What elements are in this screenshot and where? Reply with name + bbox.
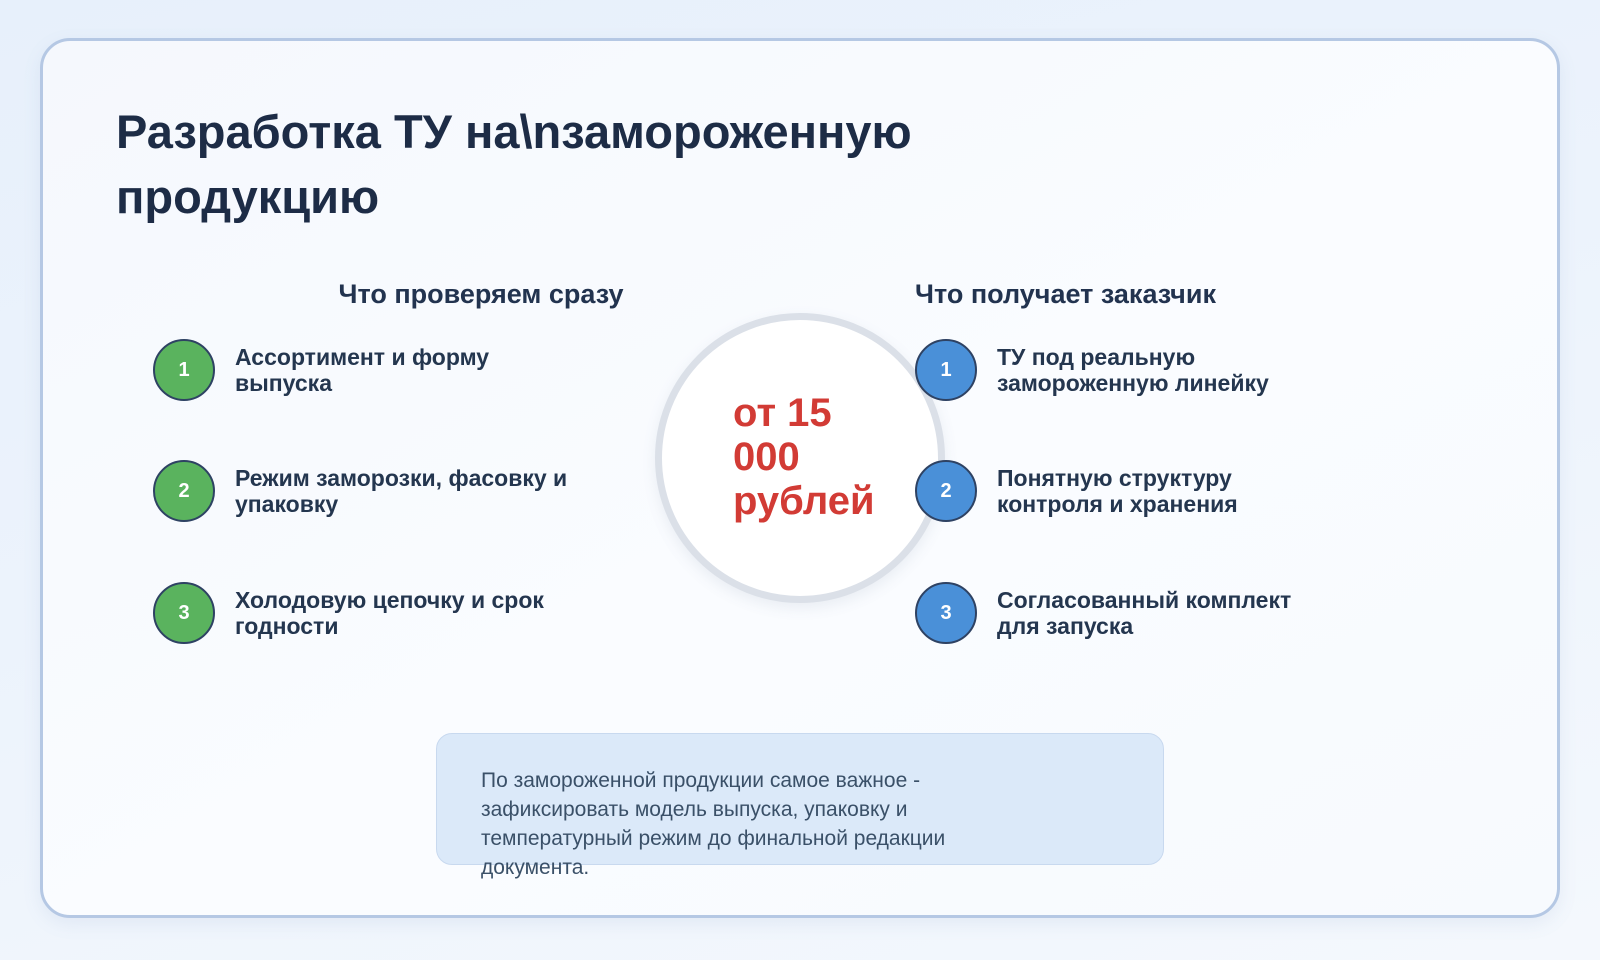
number-badge: 3 <box>915 582 977 644</box>
list-item-line: Понятную структуру <box>997 465 1232 491</box>
list-item-line: годности <box>235 613 339 639</box>
list-item-result-1: 1 ТУ под реальную замороженную линейку <box>915 339 1269 401</box>
number-badge: 3 <box>153 582 215 644</box>
note-line: документа. <box>481 856 590 879</box>
note-line: По замороженной продукции самое важное - <box>481 769 921 792</box>
list-item-line: Холодовую цепочку и срок <box>235 587 544 613</box>
number-badge: 2 <box>153 460 215 522</box>
list-item-label: Ассортимент и форму выпуска <box>235 344 489 396</box>
list-item-label: Холодовую цепочку и срок годности <box>235 587 544 639</box>
note-line: зафиксировать модель выпуска, упаковку и <box>481 798 908 821</box>
list-item-line: Ассортимент и форму <box>235 344 490 370</box>
list-item-line: упаковку <box>235 491 339 517</box>
list-item-check-1: 1 Ассортимент и форму выпуска <box>153 339 489 401</box>
right-column-header: Что получает заказчик <box>915 279 1216 309</box>
price-line: от 15 <box>733 391 832 435</box>
list-item-line: контроля и хранения <box>997 491 1238 517</box>
list-item-label: Режим заморозки, фасовку и упаковку <box>235 465 567 517</box>
number-badge: 1 <box>915 339 977 401</box>
left-column-header: Что проверяем сразу <box>338 279 624 309</box>
list-item-line: Согласованный комплект <box>997 587 1292 613</box>
list-item-label: Согласованный комплект для запуска <box>997 587 1291 639</box>
list-item-check-2: 2 Режим заморозки, фасовку и упаковку <box>153 460 567 522</box>
note-box: По замороженной продукции самое важное -… <box>436 733 1164 879</box>
page-title: Разработка ТУ на\nзамороженную продукцию <box>116 105 912 223</box>
list-item-result-3: 3 Согласованный комплект для запуска <box>915 582 1291 644</box>
number-badge: 2 <box>915 460 977 522</box>
list-item-result-2: 2 Понятную структуру контроля и хранения <box>915 460 1238 522</box>
number-badge: 1 <box>153 339 215 401</box>
price-circle <box>655 313 945 603</box>
note-text: По замороженной продукции самое важное -… <box>481 766 1081 882</box>
price-line: 000 <box>733 435 800 479</box>
list-item-label: Понятную структуру контроля и хранения <box>997 465 1238 517</box>
list-item-line: замороженную линейку <box>997 370 1269 396</box>
list-item-label: ТУ под реальную замороженную линейку <box>997 344 1269 396</box>
main-card: Разработка ТУ на\nзамороженную продукцию… <box>40 38 1560 918</box>
list-item-line: ТУ под реальную <box>997 344 1196 370</box>
list-item-line: выпуска <box>235 370 332 396</box>
price-text: от 15 000 рублей <box>733 391 875 523</box>
list-item-line: для запуска <box>997 613 1134 639</box>
list-item-check-3: 3 Холодовую цепочку и срок годности <box>153 582 544 644</box>
list-item-line: Режим заморозки, фасовку и <box>235 465 568 491</box>
note-line: температурный режим до финальной редакци… <box>481 827 946 850</box>
price-line: рублей <box>733 479 875 523</box>
